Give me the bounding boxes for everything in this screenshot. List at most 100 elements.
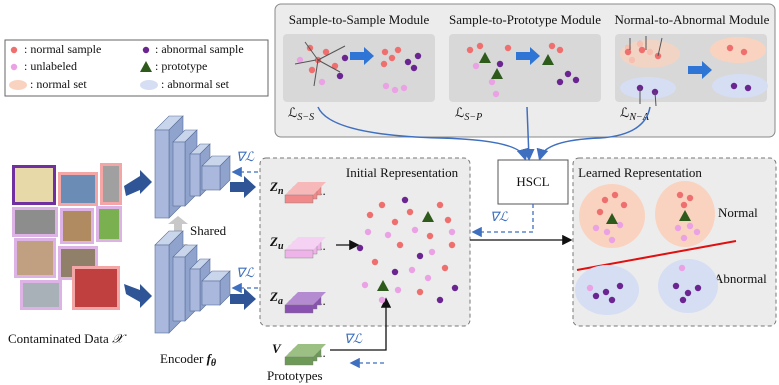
legend-set: [140, 80, 158, 90]
flow-arrow: [124, 284, 152, 308]
loss-symbol: ℒ: [455, 105, 464, 120]
sample-dot: [425, 275, 431, 281]
gradient-label: ∇ℒ: [344, 331, 363, 346]
feature-vector: [285, 305, 313, 313]
feature-symbol: Z: [269, 289, 278, 304]
flow-arrow: [124, 170, 152, 196]
loss-symbol: ℒ: [620, 105, 629, 120]
legend-set: [9, 80, 27, 90]
encoder-layer: [190, 269, 200, 311]
loss-symbol: ℒ: [288, 105, 297, 120]
sample-dot: [677, 192, 683, 198]
sample-dot: [383, 83, 389, 89]
sample-dot: [362, 282, 368, 288]
sample-dot: [497, 61, 503, 67]
sample-dot: [489, 79, 495, 85]
normal-set: [710, 37, 766, 63]
sample-dot: [639, 47, 645, 53]
abnormal-label: Abnormal: [714, 271, 767, 286]
abnormal-set: [658, 259, 718, 313]
sample-dot: [405, 59, 411, 65]
sample-dot: [395, 47, 401, 53]
sample-dot: [694, 229, 700, 235]
image: [75, 269, 117, 307]
sample-dot: [401, 85, 407, 91]
data-text: Contaminated Data: [8, 331, 112, 346]
feature-subscript: u: [278, 241, 284, 252]
gradient-label: ∇ℒ: [236, 149, 255, 164]
data-label: Contaminated Data 𝒳: [8, 331, 127, 346]
diagram: Sample-to-Sample Module Sample-to-Protot…: [0, 0, 779, 385]
sample-dot: [309, 67, 315, 73]
legend-label: : normal set: [30, 77, 87, 91]
sample-dot: [372, 259, 378, 265]
sample-dot: [609, 237, 615, 243]
sample-dot: [731, 83, 737, 89]
sample-dot: [573, 77, 579, 83]
sample-dot: [687, 195, 693, 201]
image: [15, 210, 55, 234]
sample-dot: [409, 267, 415, 273]
sample-dot: [597, 209, 603, 215]
image: [15, 168, 53, 202]
sample-dot: [402, 197, 408, 203]
sample-dot: [411, 65, 417, 71]
encoder-layer: [155, 245, 169, 333]
image: [63, 211, 91, 241]
sample-dot: [412, 227, 418, 233]
legend-label: : prototype: [155, 59, 207, 73]
sample-dot: [437, 297, 443, 303]
sample-dot: [417, 289, 423, 295]
encoder-layer: [202, 166, 220, 190]
sample-dot: [467, 47, 473, 53]
sample-dot: [727, 45, 733, 51]
legend-label: : abnormal sample: [155, 42, 244, 56]
sample-dot: [617, 283, 623, 289]
encoder-layer: [190, 154, 200, 196]
module-title: Normal-to-Abnormal Module: [615, 12, 770, 27]
sample-dot: [565, 71, 571, 77]
sample-dot: [679, 265, 685, 271]
sample-dot: [407, 209, 413, 215]
sample-dot: [604, 229, 610, 235]
sample-dot: [357, 245, 363, 251]
gradient-label: ∇ℒ: [236, 265, 255, 280]
abnormal-set: [620, 77, 676, 99]
module-box: [449, 34, 601, 102]
encoder-layer: [173, 257, 185, 321]
sample-dot: [342, 55, 348, 61]
sample-dot: [687, 223, 693, 229]
encoder-layer: [202, 281, 220, 305]
sample-dot: [427, 233, 433, 239]
prototypes-label: Prototypes: [267, 368, 323, 383]
image: [17, 241, 53, 275]
feature-vector: [285, 190, 318, 195]
sample-dot: [319, 79, 325, 85]
sample-dot: [385, 232, 391, 238]
sample-dot: [442, 265, 448, 271]
sample-dot: [445, 217, 451, 223]
sample-dot: [621, 202, 627, 208]
feature-vector: [285, 352, 318, 357]
sample-dot: [617, 222, 623, 228]
encoder-subscript: θ: [211, 358, 217, 369]
sample-dot: [681, 235, 687, 241]
hscl-label: HSCL: [516, 174, 549, 189]
sample-dot: [493, 91, 499, 97]
sample-dot: [505, 45, 511, 51]
loss-subscript: S−S: [297, 112, 314, 123]
flow-arrow: [230, 176, 256, 198]
loss-subscript: S−P: [464, 112, 482, 123]
sample-dot: [452, 285, 458, 291]
feature-symbol: Z: [269, 179, 278, 194]
flow-arrow: [230, 288, 256, 310]
sample-dot: [602, 197, 608, 203]
sample-dot: [680, 297, 686, 303]
feature-vector: [285, 250, 313, 258]
sample-dot: [417, 253, 423, 259]
feature-symbol: Z: [269, 234, 278, 249]
feature-subscript: a: [278, 296, 283, 307]
module-title: Sample-to-Sample Module: [289, 12, 430, 27]
sample-dot: [395, 287, 401, 293]
sample-dot: [382, 49, 388, 55]
